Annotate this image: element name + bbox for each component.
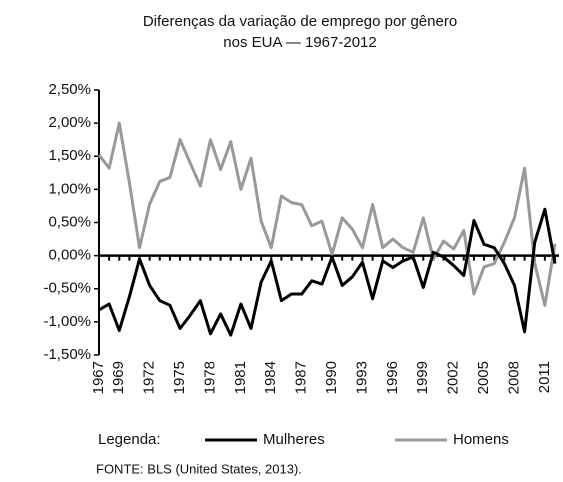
x-tick-label: 1996 xyxy=(384,361,401,394)
chart-title: nos EUA — 1967-2012 xyxy=(223,34,376,51)
x-tick-label: 1967 xyxy=(90,361,107,394)
legend-label: Homens xyxy=(453,431,509,448)
x-tick-label: 2011 xyxy=(536,361,553,393)
x-tick-label: 1999 xyxy=(414,361,431,394)
legend-title: Legenda: xyxy=(98,431,161,448)
x-tick-label: 1978 xyxy=(201,361,218,394)
y-tick-label: 2,50% xyxy=(48,81,91,98)
source-note: FONTE: BLS (United States, 2013). xyxy=(96,461,302,476)
x-tick-label: 2008 xyxy=(505,361,522,394)
x-tick-label: 1969 xyxy=(110,361,127,394)
x-tick-label: 2002 xyxy=(445,361,462,394)
y-tick-label: 2,00% xyxy=(48,114,91,131)
legend-label: Mulheres xyxy=(263,431,325,448)
y-tick-label: 1,00% xyxy=(48,180,91,197)
y-tick-label: -0,50% xyxy=(43,280,91,297)
series-line xyxy=(98,207,557,337)
x-tick-label: 1990 xyxy=(323,361,340,394)
x-tick-label: 1972 xyxy=(141,361,158,394)
y-tick-label: -1,00% xyxy=(43,313,91,330)
x-tick-label: 1993 xyxy=(353,361,370,394)
x-tick-label: 1975 xyxy=(171,361,188,394)
series-line xyxy=(97,121,557,307)
x-tick-label: 1987 xyxy=(293,361,310,394)
y-tick-label: -1,50% xyxy=(43,346,91,363)
y-tick-label: 0,50% xyxy=(48,213,91,230)
y-tick-label: 0,00% xyxy=(48,247,91,264)
x-tick-label: 1981 xyxy=(232,361,249,394)
x-tick-label: 1984 xyxy=(262,361,279,394)
y-tick-label: 1,50% xyxy=(48,147,91,164)
chart-title: Diferenças da variação de emprego por gê… xyxy=(143,13,457,30)
x-tick-label: 2005 xyxy=(475,361,492,394)
